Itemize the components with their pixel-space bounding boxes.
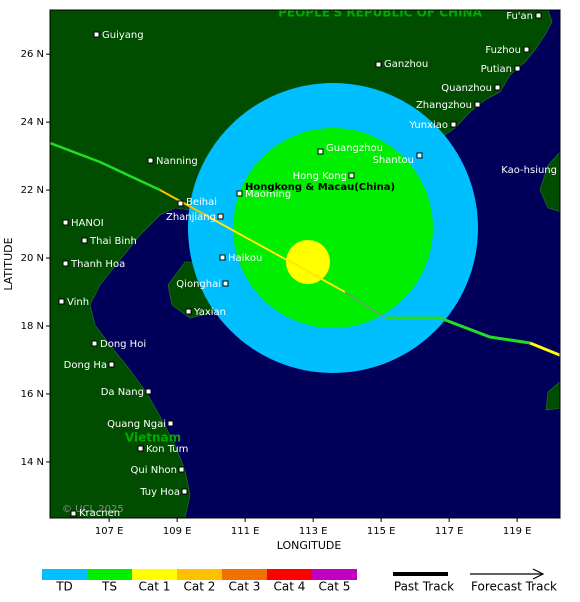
ts-wind-radius (233, 128, 433, 328)
legend-label: TS (101, 580, 117, 594)
place-label: Fu'an (506, 11, 533, 22)
y-tick-label: 22 N (21, 185, 44, 196)
legend-swatch (87, 569, 132, 580)
place-label: Yunxiao (408, 120, 448, 131)
x-tick-label: 107 E (95, 526, 124, 537)
legend-label: Cat 3 (229, 580, 261, 594)
y-tick-label: 20 N (21, 253, 44, 264)
x-axis-label: LONGITUDE (277, 539, 342, 552)
storm-area (188, 83, 478, 373)
country-label: PEOPLE'S REPUBLIC OF CHINA (278, 6, 482, 20)
place-label: Guangzhou (326, 143, 383, 154)
luzon (545, 381, 560, 411)
x-tick-label: 119 E (503, 526, 532, 537)
country-label: Vietnam (125, 431, 181, 445)
place-label: Yaxian (193, 307, 226, 318)
x-tick-label: 117 E (435, 526, 464, 537)
place-label: Qui Nhon (131, 465, 177, 476)
place-label: Ganzhou (384, 59, 428, 70)
places: Fu'an Guiyang Ganzhou Fuzhou Putian Quan… (58, 11, 557, 519)
place-label: Haikou (228, 253, 262, 264)
place-label: Guiyang (102, 30, 144, 41)
legend-swatch (267, 569, 312, 580)
legend-swatch (42, 569, 87, 580)
legend-label: Cat 2 (184, 580, 216, 594)
place-label: Quanzhou (441, 83, 492, 94)
legend-swatch (312, 569, 357, 580)
place-label: Thanh Hoa (70, 259, 125, 270)
y-axis-label: LATITUDE (2, 237, 15, 290)
place-label: Fuzhou (485, 45, 521, 56)
place-label: Dong Hoi (100, 339, 146, 350)
place-label: Shantou (372, 155, 414, 166)
place-label: Zhanjiang (166, 212, 216, 223)
place-label: Da Nang (101, 387, 144, 398)
legend-swatch (177, 569, 222, 580)
legend-label: Past Track (394, 580, 454, 594)
track (50, 141, 560, 357)
place-label: Beihai (186, 197, 217, 208)
legend-label: Cat 4 (274, 580, 306, 594)
legend-swatch (222, 569, 267, 580)
map: PEOPLE'S REPUBLIC OF CHINA Vietnam Hongk… (50, 6, 560, 519)
place-label: Kracnen (79, 508, 120, 519)
place-label: Quang Ngai (107, 419, 166, 430)
region-label: Hongkong & Macau(China) (245, 182, 395, 193)
place-label: Kao-hsiung (501, 165, 557, 176)
map-frame (49, 9, 561, 519)
place-label: Thai Binh (89, 236, 137, 247)
place-label: HANOI (71, 218, 104, 229)
forecast-arrow (532, 568, 545, 580)
y-tick-label: 16 N (21, 389, 44, 400)
legend: TD TS Cat 1 Cat 2 Cat 3 Cat 4 Cat 5 (42, 569, 357, 594)
legend-swatch (132, 569, 177, 580)
place-label: Hong Kong (293, 171, 347, 182)
x-tick-label: 109 E (163, 526, 192, 537)
legend-label: Cat 5 (319, 580, 351, 594)
place-label: Tuy Hoa (139, 487, 180, 498)
place-label: Qionghai (176, 279, 221, 290)
place-label: Putian (481, 64, 512, 75)
cat1-wind-radius (286, 240, 330, 284)
x-tick-label: 115 E (367, 526, 396, 537)
y-tick-label: 24 N (21, 117, 44, 128)
place-label: Dong Ha (64, 360, 107, 371)
y-tick-label: 18 N (21, 321, 44, 332)
axes: 107 E 109 E 111 E 113 E 115 E 117 E 119 E 14 N 1… (21, 49, 532, 537)
legend-label: Forecast Track (471, 580, 557, 594)
place-label: Vinh (67, 297, 89, 308)
legend-label: TD (55, 580, 73, 594)
y-tick-label: 14 N (21, 457, 44, 468)
y-tick-label: 26 N (21, 49, 44, 60)
place-label: Zhangzhou (416, 100, 472, 111)
x-tick-label: 111 E (231, 526, 260, 537)
x-tick-label: 113 E (299, 526, 328, 537)
copyright: © UCL 2025 (62, 504, 124, 515)
place-label: Maoming (245, 189, 291, 200)
legend-label: Cat 1 (139, 580, 171, 594)
place-label: Nanning (156, 156, 198, 167)
place-label: Kon Tum (146, 444, 188, 455)
taiwan (539, 151, 560, 212)
